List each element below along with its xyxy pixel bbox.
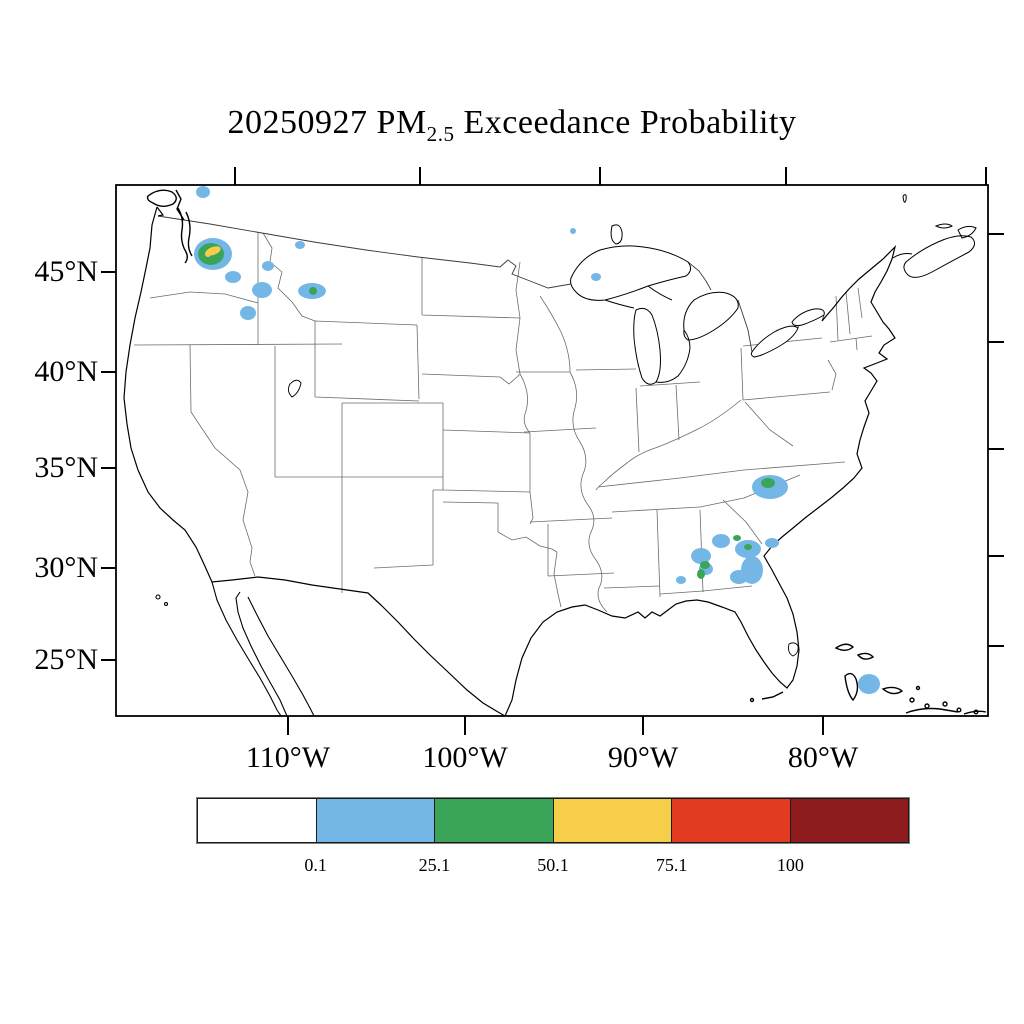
probability-spot <box>570 228 576 234</box>
top-edge-tick <box>599 167 601 185</box>
colorbar-segment <box>790 798 909 843</box>
colorbar-segment <box>316 798 435 843</box>
probability-spot <box>252 282 272 298</box>
y-axis-tick <box>101 371 116 373</box>
probability-spot <box>858 674 880 694</box>
right-edge-tick <box>988 233 1004 235</box>
plot-title: 20250927 PM2.5 Exceedance Probability <box>0 104 1024 144</box>
inland-lakes <box>287 379 799 657</box>
y-axis-tick <box>101 659 116 661</box>
top-edge-tick <box>419 167 421 185</box>
colorbar-segment <box>197 798 317 843</box>
colorbar-tick-label: 75.1 <box>655 855 688 875</box>
top-edge-tick <box>234 167 236 185</box>
y-axis-label: 30°N <box>34 551 98 584</box>
x-axis-label: 80°W <box>787 741 859 774</box>
probability-spot <box>240 306 256 320</box>
right-edge-tick <box>988 645 1004 647</box>
x-axis-label: 100°W <box>422 741 508 774</box>
probability-spot <box>691 548 711 564</box>
colorbar-tick-label: 25.1 <box>418 855 451 875</box>
x-axis-tick <box>822 716 824 735</box>
y-axis-tick <box>101 567 116 569</box>
canada-coast-detail <box>146 189 977 278</box>
overlay-bin-25.1-50.1 <box>198 243 775 579</box>
probability-spot <box>196 186 210 198</box>
probability-spot <box>761 478 775 488</box>
probability-spot <box>309 287 317 295</box>
y-axis-label: 45°N <box>34 255 98 288</box>
y-axis-tick <box>101 271 116 273</box>
state-borders <box>133 232 873 613</box>
probability-spot <box>205 251 211 257</box>
great-lakes <box>570 245 825 385</box>
y-axis-label: 35°N <box>34 451 98 484</box>
probability-spot <box>765 538 779 548</box>
probability-spot <box>744 544 752 550</box>
title-subscript: 2.5 <box>426 121 455 146</box>
overlay-bin-0.1-25.1 <box>194 186 880 694</box>
colorbar-segment <box>435 798 554 843</box>
probability-spot <box>712 534 730 548</box>
x-axis-label: 110°W <box>245 741 331 774</box>
colorbar-segment <box>672 798 791 843</box>
probability-spot <box>733 535 741 541</box>
probability-spot <box>262 261 274 271</box>
colorbar-segment <box>553 798 672 843</box>
canada-border <box>157 215 825 353</box>
y-axis-label: 25°N <box>34 643 98 676</box>
us-coastline <box>123 206 897 716</box>
probability-spot <box>730 570 748 584</box>
top-edge-tick <box>785 167 787 185</box>
islands <box>749 643 987 715</box>
x-axis-label: 90°W <box>607 741 679 774</box>
right-edge-tick <box>988 341 1004 343</box>
probability-spot <box>295 241 305 249</box>
probability-spot <box>697 569 705 579</box>
probability-spot <box>676 576 686 584</box>
y-axis-label: 40°N <box>34 355 98 388</box>
colorbar-tick-label: 50.1 <box>537 855 569 875</box>
colorbar-tick-label: 100 <box>776 855 804 875</box>
colorbar-legend <box>196 797 910 844</box>
right-edge-tick <box>988 448 1004 450</box>
probability-overlay <box>194 186 880 694</box>
probability-spot <box>700 561 710 569</box>
overlay-bin-50.1-75.1 <box>205 246 221 257</box>
x-axis-tick <box>287 716 289 735</box>
colorbar-tick-label: 0.1 <box>304 855 327 875</box>
probability-spot <box>225 271 241 283</box>
plot-border <box>115 184 989 717</box>
right-edge-tick <box>988 555 1004 557</box>
y-axis-tick <box>101 467 116 469</box>
probability-spot <box>591 273 601 281</box>
title-prefix: 20250927 PM <box>227 104 427 141</box>
title-suffix: Exceedance Probability <box>454 104 797 141</box>
x-axis-tick <box>642 716 644 735</box>
x-axis-tick <box>464 716 466 735</box>
mexico-coast <box>155 581 315 716</box>
top-edge-tick <box>985 167 987 185</box>
